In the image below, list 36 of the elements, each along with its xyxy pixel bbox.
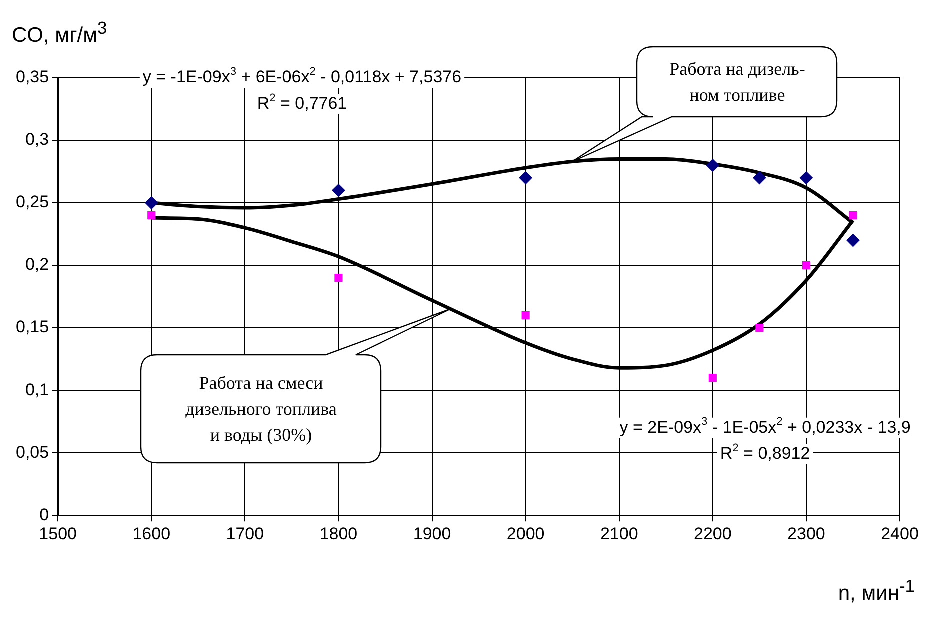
y-tick-label: 0,05	[16, 442, 50, 462]
x-tick-label: 1800	[320, 524, 358, 544]
point	[708, 374, 717, 382]
point	[519, 172, 532, 185]
y-tick-label: 0,3	[25, 130, 50, 150]
y-tick-label: 0,2	[25, 255, 50, 274]
point	[800, 172, 813, 185]
y-axis-title: CO, мг/м$^{3}$	[12, 18, 108, 48]
x-tick-label: 1900	[413, 524, 452, 544]
x-tick-label: 2000	[506, 524, 545, 544]
x-tick-label: 2200	[694, 524, 732, 544]
point	[706, 159, 720, 172]
x-tick-label: 2300	[788, 524, 826, 544]
point	[334, 274, 343, 282]
x-tick-label: 2100	[600, 524, 638, 544]
annotation: Работа на дизель- ном топливе	[668, 58, 806, 107]
y-tick-label: 0,35	[16, 68, 50, 87]
x-tick-label: 1700	[226, 524, 264, 544]
point	[332, 184, 346, 198]
point	[753, 172, 766, 185]
y-tick-label: 0	[40, 505, 50, 524]
x-tick-label: 1600	[132, 524, 171, 544]
point	[148, 211, 156, 220]
point	[756, 324, 764, 332]
y-tick-label: 0,15	[16, 318, 50, 337]
point	[846, 234, 860, 248]
point	[522, 312, 530, 320]
annotation: Работа на смеси дизельного топлива и воды (30%)	[184, 372, 338, 448]
y-tick-label: 0,1	[25, 380, 50, 400]
x-axis-title: n, мин$^{-1}$	[838, 576, 915, 606]
x-tick-label: 1500	[39, 524, 77, 544]
x-tick-label: 2400	[881, 524, 919, 544]
point	[849, 211, 858, 220]
y-tick-label: 0,25	[16, 192, 50, 212]
point	[802, 262, 810, 270]
point	[145, 196, 158, 210]
